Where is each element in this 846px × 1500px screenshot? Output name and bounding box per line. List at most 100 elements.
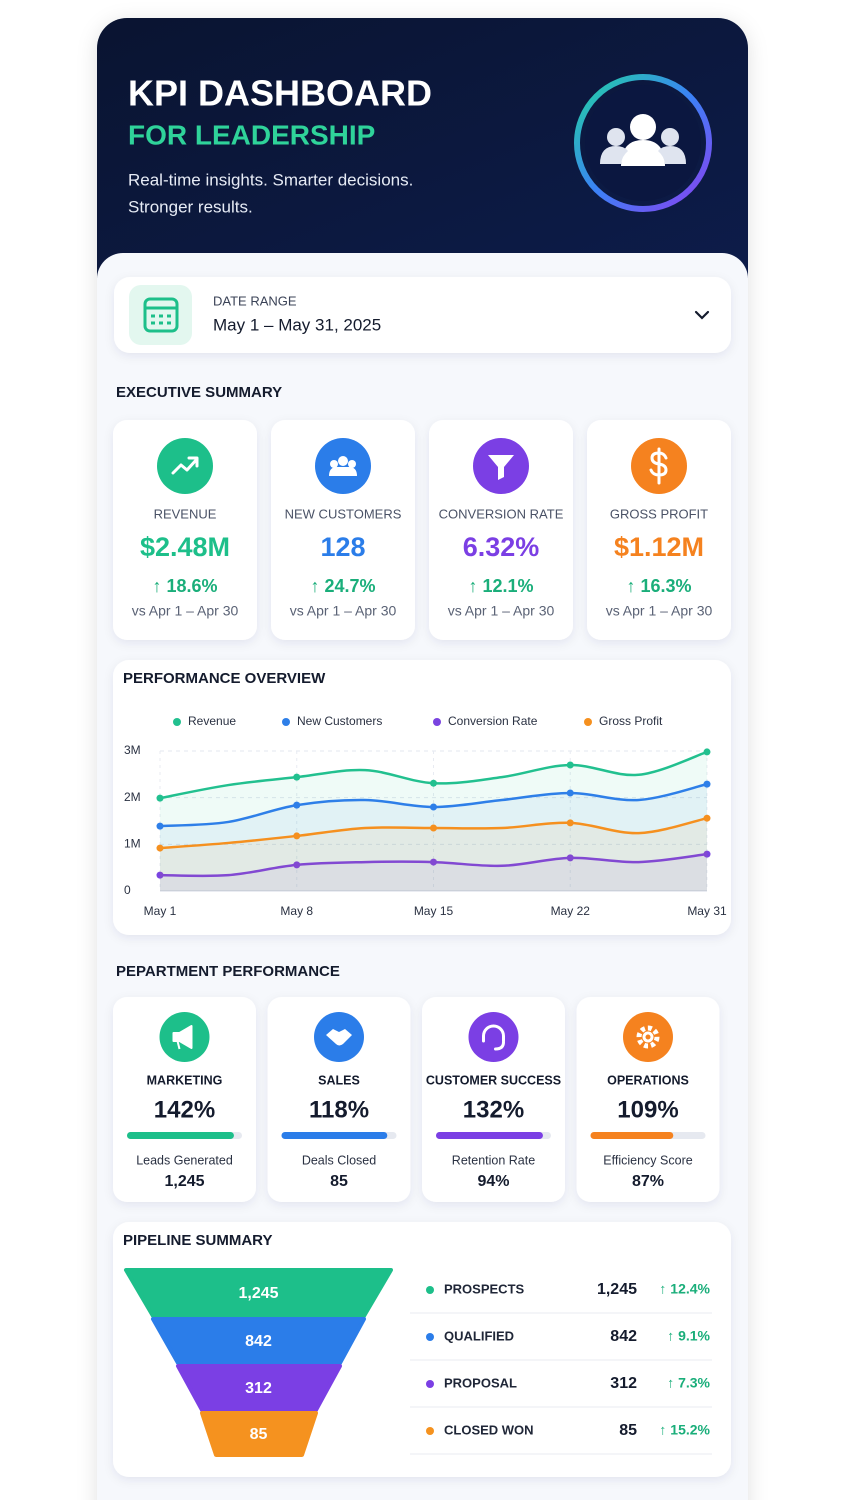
data-point	[430, 824, 437, 832]
team-icon	[574, 74, 712, 212]
data-point	[156, 822, 164, 830]
x-tick-label: May 22	[551, 904, 591, 918]
metric-label: Retention Rate	[452, 1153, 535, 1167]
data-point	[430, 803, 437, 811]
progress-bar	[127, 1132, 234, 1139]
kpi-card	[113, 420, 257, 640]
data-point	[566, 789, 574, 797]
funnel-label: 85	[250, 1426, 268, 1443]
stage-dot	[426, 1427, 434, 1435]
funnel-label: 312	[245, 1380, 272, 1397]
stage-name: PROPOSAL	[444, 1375, 517, 1390]
section-title: PIPELINE SUMMARY	[123, 1232, 272, 1249]
funnel-stage	[151, 1317, 366, 1365]
kpi-value: $1.12M	[614, 532, 704, 562]
stage-dot	[426, 1380, 434, 1388]
icon-glyph	[330, 460, 338, 468]
metric-value: 94%	[477, 1173, 509, 1190]
data-point	[430, 858, 437, 866]
date-range-picker[interactable]: DATE RANGE May 1 – May 31, 2025	[114, 277, 731, 353]
department-value: 132%	[463, 1096, 524, 1123]
metric-label: Deals Closed	[302, 1153, 376, 1167]
icon-glyph	[642, 1031, 654, 1043]
data-point	[156, 794, 164, 802]
kpi-comparison: vs Apr 1 – Apr 30	[448, 603, 555, 619]
legend-label: Conversion Rate	[448, 714, 538, 728]
funnel-stage	[200, 1411, 318, 1457]
data-point	[703, 850, 711, 858]
y-tick-label: 1M	[124, 837, 141, 851]
data-point	[156, 844, 164, 852]
data-point	[703, 748, 711, 756]
data-point	[703, 780, 711, 788]
department-value: 142%	[154, 1096, 215, 1123]
legend-label: Gross Profit	[599, 714, 663, 728]
x-tick-label: May 31	[687, 904, 727, 918]
data-point	[293, 773, 301, 781]
icon-glyph	[172, 1025, 193, 1050]
icon-glyph	[649, 447, 668, 485]
metric-label: Leads Generated	[136, 1153, 233, 1167]
x-tick-label: May 1	[144, 904, 177, 918]
icon-glyph	[482, 1024, 505, 1051]
kpi-label: GROSS PROFIT	[610, 506, 708, 521]
kpi-card	[429, 420, 573, 640]
icon-glyph	[488, 455, 514, 480]
tagline: Real-time insights. Smarter decisions.	[128, 170, 413, 189]
kpi-change: ↑ 16.3%	[626, 576, 691, 596]
department-icon	[623, 1012, 673, 1062]
data-point	[566, 854, 574, 862]
legend-swatch	[173, 718, 181, 726]
chevron[interactable]	[694, 310, 710, 320]
kpi-change: ↑ 12.1%	[468, 576, 533, 596]
funnel-label: 842	[245, 1333, 272, 1350]
area-fill	[160, 854, 707, 891]
progress-bar	[281, 1132, 388, 1139]
metric-value: 1,245	[164, 1173, 204, 1190]
icon-glyph	[636, 1025, 660, 1049]
data-point	[156, 871, 164, 879]
y-tick-label: 0	[124, 883, 131, 897]
stage-dot	[426, 1286, 434, 1294]
date-card[interactable]	[114, 277, 731, 353]
kpi-change: ↑ 18.6%	[152, 576, 217, 596]
data-point	[566, 819, 574, 827]
data-point	[566, 761, 574, 769]
header-title: KPI DASHBOARD	[128, 73, 432, 114]
y-tick-label: 3M	[124, 743, 141, 757]
legend-label: Revenue	[188, 714, 236, 728]
kpi-value: $2.48M	[140, 532, 230, 562]
icon-glyph	[171, 456, 199, 475]
kpi-label: NEW CUSTOMERS	[285, 506, 402, 521]
funnel-stage	[124, 1268, 393, 1318]
icon-glyph	[338, 456, 348, 466]
stage-change: ↑ 7.3%	[667, 1375, 710, 1391]
kpi-value: 6.32%	[463, 532, 540, 562]
chart-title: PERFORMANCE OVERVIEW	[123, 670, 326, 687]
chart-card	[113, 660, 731, 935]
section-title: EXECUTIVE SUMMARY	[116, 384, 282, 401]
department-label: SALES	[318, 1073, 360, 1087]
data-point	[293, 832, 301, 840]
funnel-label: 1,245	[238, 1285, 278, 1302]
legend-swatch	[584, 718, 592, 726]
department-label: CUSTOMER SUCCESS	[426, 1073, 561, 1087]
department-card	[113, 997, 256, 1202]
department-label: MARKETING	[147, 1073, 223, 1087]
department-label: OPERATIONS	[607, 1073, 689, 1087]
progress-bar	[436, 1132, 543, 1139]
stage-count: 312	[610, 1375, 637, 1392]
department-card	[267, 997, 411, 1202]
kpi-icon	[157, 438, 213, 494]
stage-change: ↑ 9.1%	[667, 1328, 710, 1344]
stage-count: 85	[619, 1422, 637, 1439]
kpi-comparison: vs Apr 1 – Apr 30	[606, 603, 713, 619]
icon-glyph	[348, 460, 356, 468]
stage-change: ↑ 12.4%	[659, 1281, 710, 1297]
department-value: 118%	[309, 1096, 369, 1123]
kpi-comparison: vs Apr 1 – Apr 30	[132, 603, 239, 619]
kpi-comparison: vs Apr 1 – Apr 30	[290, 603, 397, 619]
metric-value: 87%	[632, 1173, 664, 1190]
